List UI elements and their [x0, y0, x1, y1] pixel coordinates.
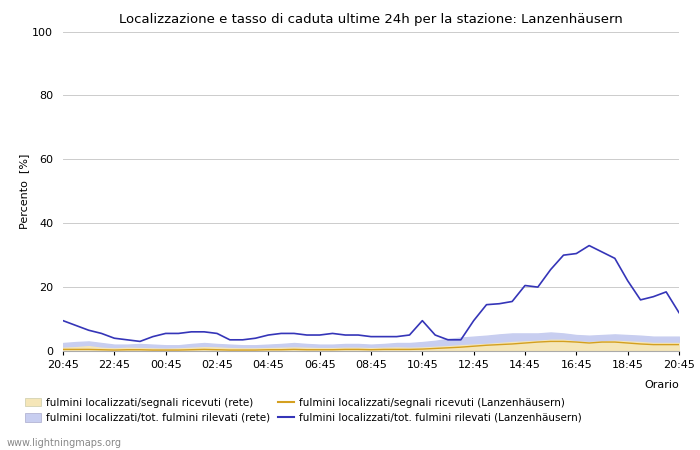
Y-axis label: Percento  [%]: Percento [%]	[20, 153, 29, 229]
Text: Orario: Orario	[644, 380, 679, 390]
Text: www.lightningmaps.org: www.lightningmaps.org	[7, 438, 122, 448]
Title: Localizzazione e tasso di caduta ultime 24h per la stazione: Lanzenhäusern: Localizzazione e tasso di caduta ultime …	[119, 13, 623, 26]
Legend: fulmini localizzati/segnali ricevuti (rete), fulmini localizzati/tot. fulmini ri: fulmini localizzati/segnali ricevuti (re…	[25, 398, 582, 423]
